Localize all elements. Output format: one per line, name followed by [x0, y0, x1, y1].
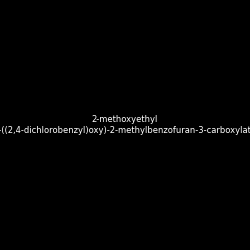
Text: 2-methoxyethyl 5-((2,4-dichlorobenzyl)oxy)-2-methylbenzofuran-3-carboxylate: 2-methoxyethyl 5-((2,4-dichlorobenzyl)ox… — [0, 115, 250, 135]
